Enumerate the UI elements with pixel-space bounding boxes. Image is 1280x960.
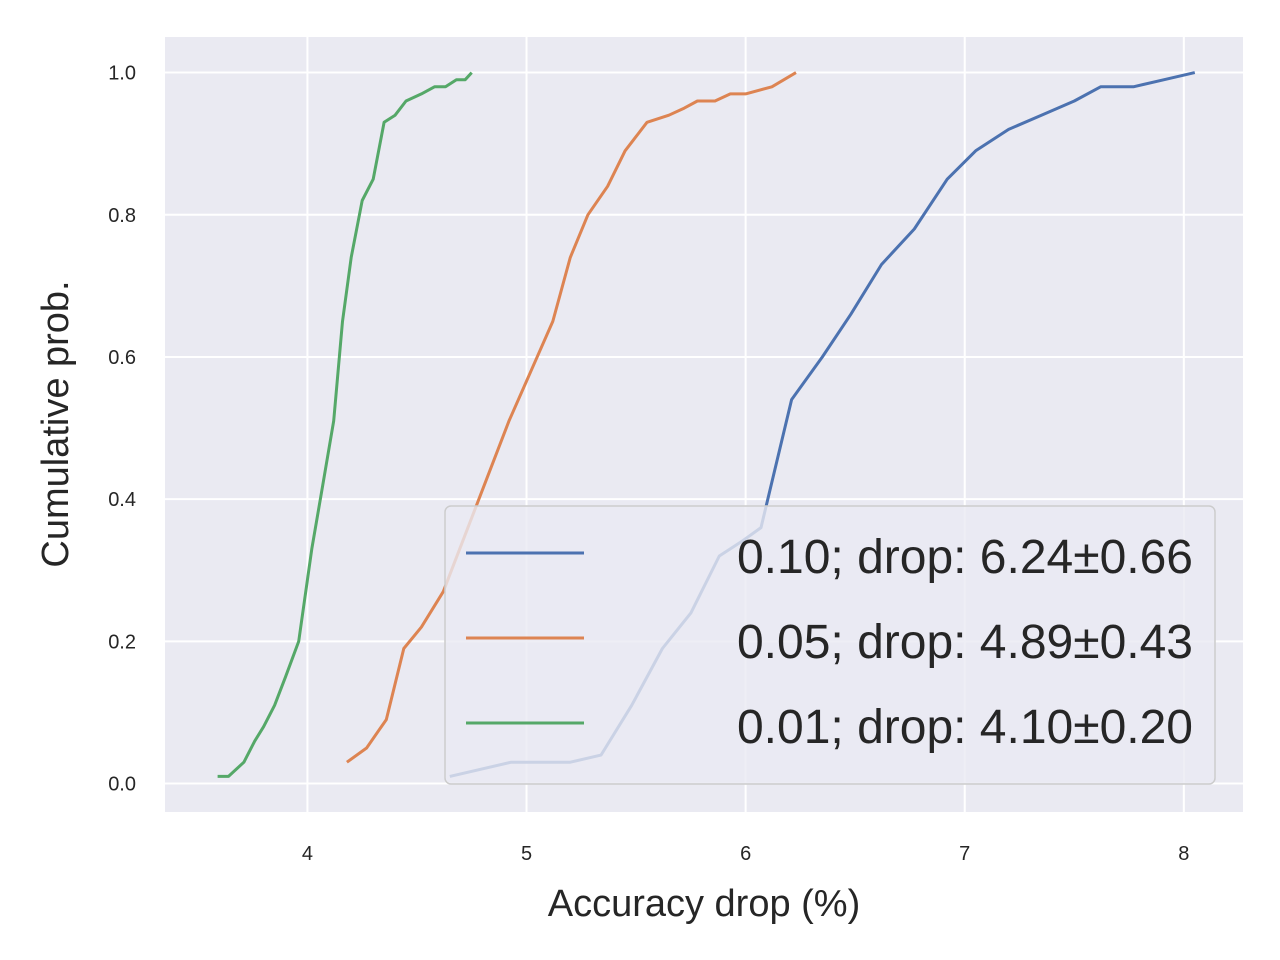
series-line-1 <box>346 71 797 764</box>
legend-label: 0.10; drop: 6.24±0.66 <box>737 531 1193 584</box>
y-tick-label: 0.8 <box>108 205 136 227</box>
x-tick-label: 5 <box>521 843 532 865</box>
x-axis-label: Accuracy drop (%) <box>548 883 861 925</box>
x-tick-label: 8 <box>1178 843 1189 865</box>
legend-label: 0.05; drop: 4.89±0.43 <box>737 616 1193 669</box>
y-tick-label: 0.4 <box>108 489 136 511</box>
y-tick-label: 0.2 <box>108 631 136 653</box>
series-line-2 <box>217 71 473 778</box>
grid <box>165 37 1243 812</box>
y-tick-label: 0.0 <box>108 774 136 796</box>
y-tick-label: 0.6 <box>108 347 136 369</box>
x-tick-label: 4 <box>302 843 313 865</box>
legend-frame <box>444 505 1216 785</box>
y-tick-label: 1.0 <box>108 63 136 85</box>
y-tick-labels: 0.0 0.2 0.4 0.6 0.8 1.0 <box>108 63 136 796</box>
legend: 0.10; drop: 6.24±0.66 0.05; drop: 4.89±0.… <box>444 505 1216 785</box>
x-tick-label: 6 <box>740 843 751 865</box>
x-tick-labels: 4 5 6 7 8 <box>302 843 1190 865</box>
x-tick-label: 7 <box>959 843 970 865</box>
y-axis-label: Cumulative prob. <box>35 280 77 567</box>
legend-label: 0.01; drop: 4.10±0.20 <box>737 701 1193 754</box>
